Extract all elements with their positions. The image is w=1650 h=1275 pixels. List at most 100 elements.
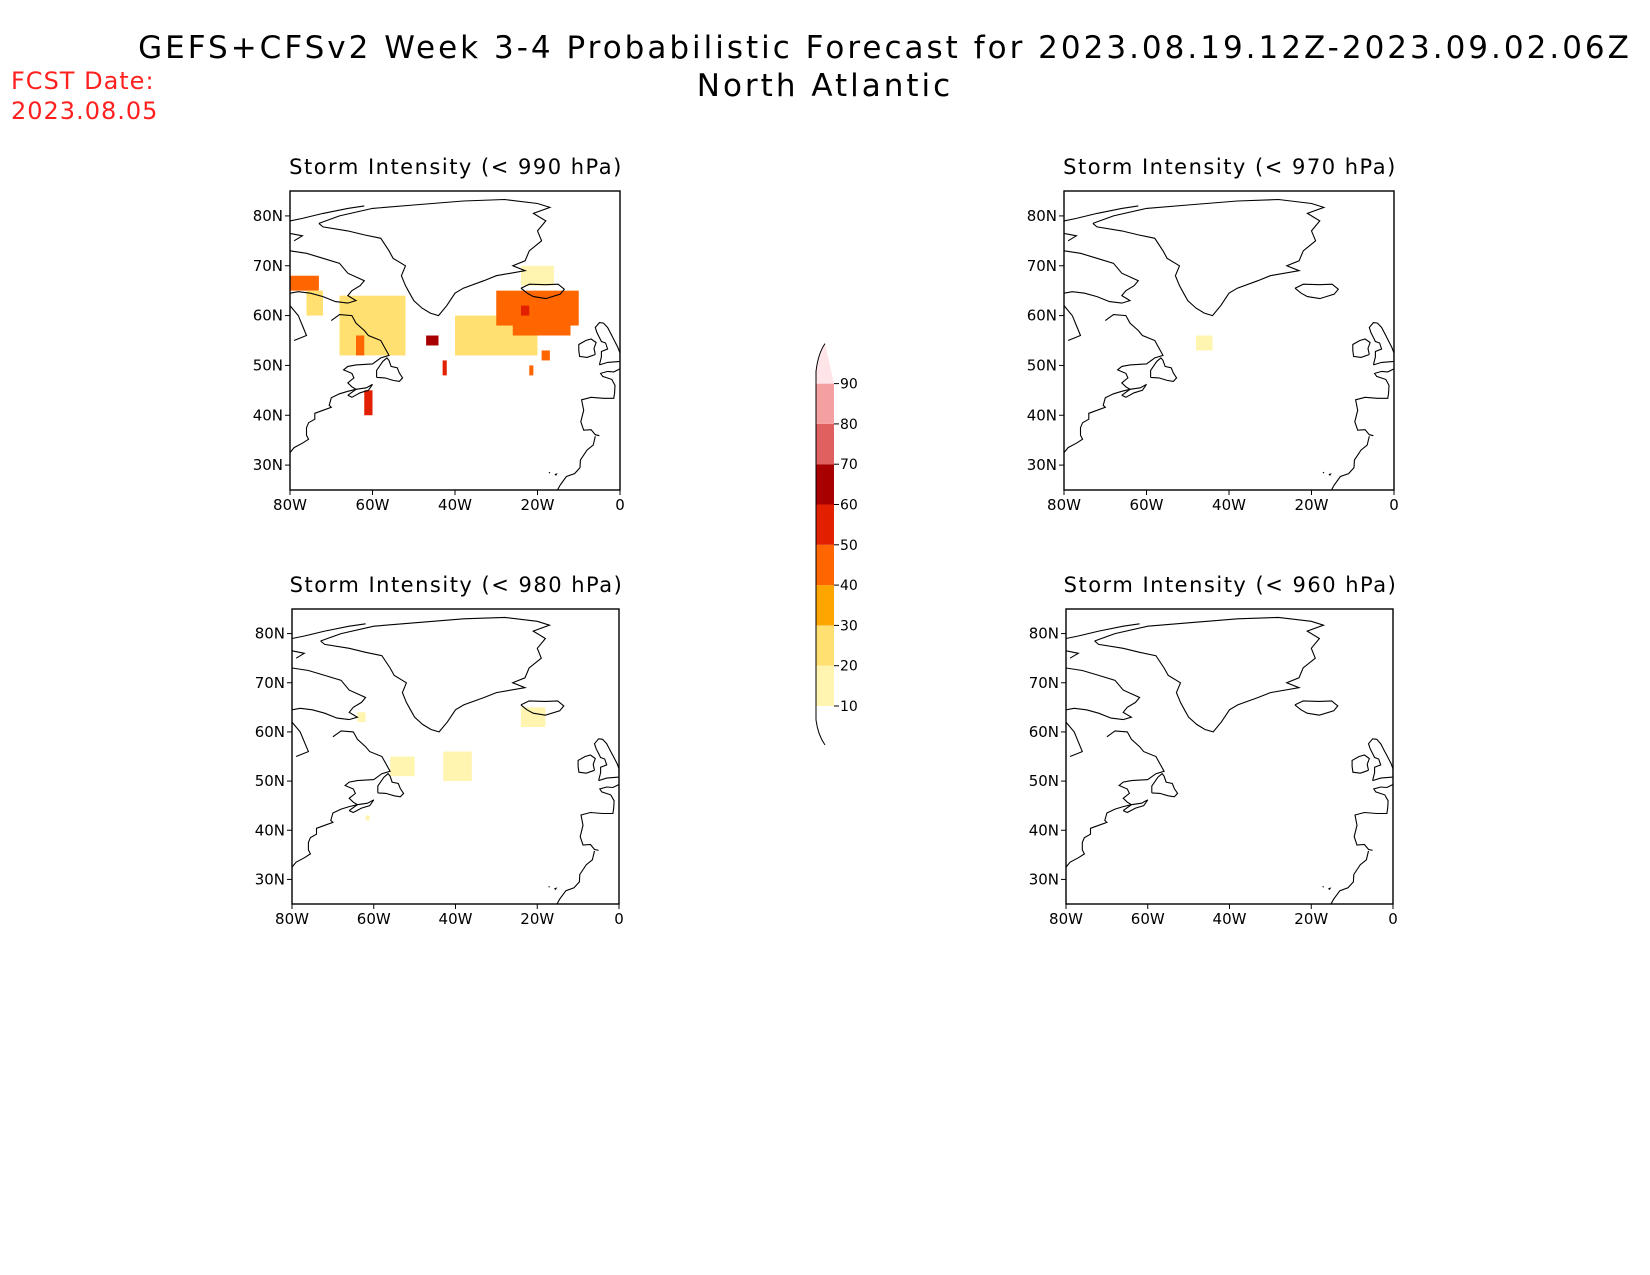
lon-tick-label: 40W xyxy=(439,910,473,928)
coastline xyxy=(318,198,552,317)
coastline xyxy=(556,850,596,904)
lon-tick-label: 80W xyxy=(273,496,307,514)
coastline xyxy=(1330,436,1370,490)
probability-region xyxy=(520,707,546,727)
colorbar: 10 20 30 40 50 60 70 80 90 xyxy=(815,343,858,746)
figure-title: GEFS+CFSv2 Week 3-4 Probabilistic Foreca… xyxy=(0,30,1650,104)
probability-region xyxy=(365,815,370,821)
map-panel-top-left: Storm Intensity (< 990 hPa) 80W 60W 40W 20W 0… xyxy=(253,155,625,514)
coastline xyxy=(554,473,558,476)
coastline xyxy=(1121,383,1147,398)
coastline xyxy=(548,471,551,474)
coastline xyxy=(1354,368,1394,437)
colorbar-segment xyxy=(816,665,834,706)
coastline xyxy=(1064,314,1164,453)
colorbar-segment xyxy=(816,504,834,545)
coastline xyxy=(556,436,596,490)
lat-tick-label: 70N xyxy=(255,674,285,692)
lat-tick-label: 50N xyxy=(253,356,283,374)
coastline xyxy=(292,721,310,758)
main-title: GEFS+CFSv2 Week 3-4 Probabilistic Foreca… xyxy=(138,30,1632,66)
map-area xyxy=(292,616,619,904)
coastline xyxy=(1328,887,1332,890)
coastline xyxy=(290,314,390,453)
coastline xyxy=(1066,650,1080,659)
lat-tick-label: 40N xyxy=(255,821,285,839)
colorbar-label: 20 xyxy=(840,659,858,675)
map-area xyxy=(1066,616,1393,904)
fcst-date-label: FCST Date: 2023.08.05 xyxy=(11,66,158,126)
coastline xyxy=(1367,738,1393,782)
lon-tick-label: 60W xyxy=(1130,496,1164,514)
coastline xyxy=(1328,473,1332,476)
map-panel-bottom-left: Storm Intensity (< 980 hPa) 80W 60W 40W 20W 0… xyxy=(255,573,624,928)
coastline xyxy=(1064,305,1082,342)
coastline xyxy=(577,754,596,774)
coastline xyxy=(1322,471,1325,474)
map-frame xyxy=(1063,190,1395,491)
coastline xyxy=(594,322,620,366)
colorbar-segment xyxy=(816,464,834,505)
lon-tick-label: 40W xyxy=(1212,496,1246,514)
lat-tick-label: 40N xyxy=(1029,821,1059,839)
coastline xyxy=(347,383,373,398)
fcst-date: 2023.08.05 xyxy=(11,97,159,125)
panel-title: Storm Intensity (< 960 hPa) xyxy=(1064,573,1398,597)
probability-region xyxy=(306,290,323,316)
coastline xyxy=(290,232,304,242)
coastline xyxy=(1151,772,1179,798)
probability-region xyxy=(339,295,406,356)
lon-tick-label: 0 xyxy=(1389,496,1399,514)
coastline xyxy=(520,700,565,716)
lat-tick-label: 80N xyxy=(255,625,285,643)
lon-tick-label: 40W xyxy=(1213,910,1247,928)
coastline xyxy=(1064,205,1139,222)
lon-tick-label: 20W xyxy=(520,910,554,928)
coastline xyxy=(1330,850,1370,904)
colorbar-label: 10 xyxy=(840,699,858,715)
coastline xyxy=(520,283,566,300)
lat-tick-label: 50N xyxy=(1029,772,1059,790)
map-panel-bottom-right: Storm Intensity (< 960 hPa) 80W 60W 40W 20W 0… xyxy=(1029,573,1398,928)
colorbar-label: 80 xyxy=(840,417,858,433)
lat-tick-label: 30N xyxy=(1029,870,1059,888)
lon-tick-label: 0 xyxy=(615,496,625,514)
lat-tick-label: 30N xyxy=(1027,456,1057,474)
coastline xyxy=(320,616,552,733)
coastline xyxy=(1368,322,1394,366)
lon-tick-label: 20W xyxy=(1294,910,1328,928)
lon-tick-label: 0 xyxy=(1388,910,1398,928)
coastline xyxy=(348,799,375,814)
probability-region xyxy=(443,751,472,782)
coastline xyxy=(292,650,306,659)
lon-tick-label: 0 xyxy=(614,910,624,928)
coastline xyxy=(290,205,365,222)
coastline xyxy=(292,623,366,640)
coastline xyxy=(1322,885,1324,888)
coastline xyxy=(1066,667,1141,721)
panel-title: Storm Intensity (< 970 hPa) xyxy=(1063,155,1397,179)
lat-tick-label: 40N xyxy=(1027,406,1057,424)
lon-tick-label: 80W xyxy=(1049,910,1083,928)
fcst-label: FCST Date: xyxy=(11,67,155,95)
map-frame xyxy=(1065,608,1394,905)
coastline xyxy=(1122,799,1149,814)
panel-title: Storm Intensity (< 980 hPa) xyxy=(290,573,624,597)
probability-region xyxy=(290,275,319,291)
coastline xyxy=(1066,730,1165,868)
coastline xyxy=(377,772,405,798)
map-area xyxy=(290,198,620,490)
colorbar-segment xyxy=(816,585,834,626)
probability-region xyxy=(442,360,447,376)
colorbar-segment xyxy=(816,383,834,424)
lat-tick-label: 50N xyxy=(1027,356,1057,374)
coastline xyxy=(290,250,366,304)
probability-region xyxy=(541,350,550,361)
coastline xyxy=(292,730,391,868)
coastline xyxy=(1352,338,1371,358)
probability-region xyxy=(1196,335,1213,351)
lon-tick-label: 80W xyxy=(275,910,309,928)
lat-tick-label: 60N xyxy=(255,723,285,741)
colorbar-label: 60 xyxy=(840,498,858,514)
lon-tick-label: 80W xyxy=(1047,496,1081,514)
